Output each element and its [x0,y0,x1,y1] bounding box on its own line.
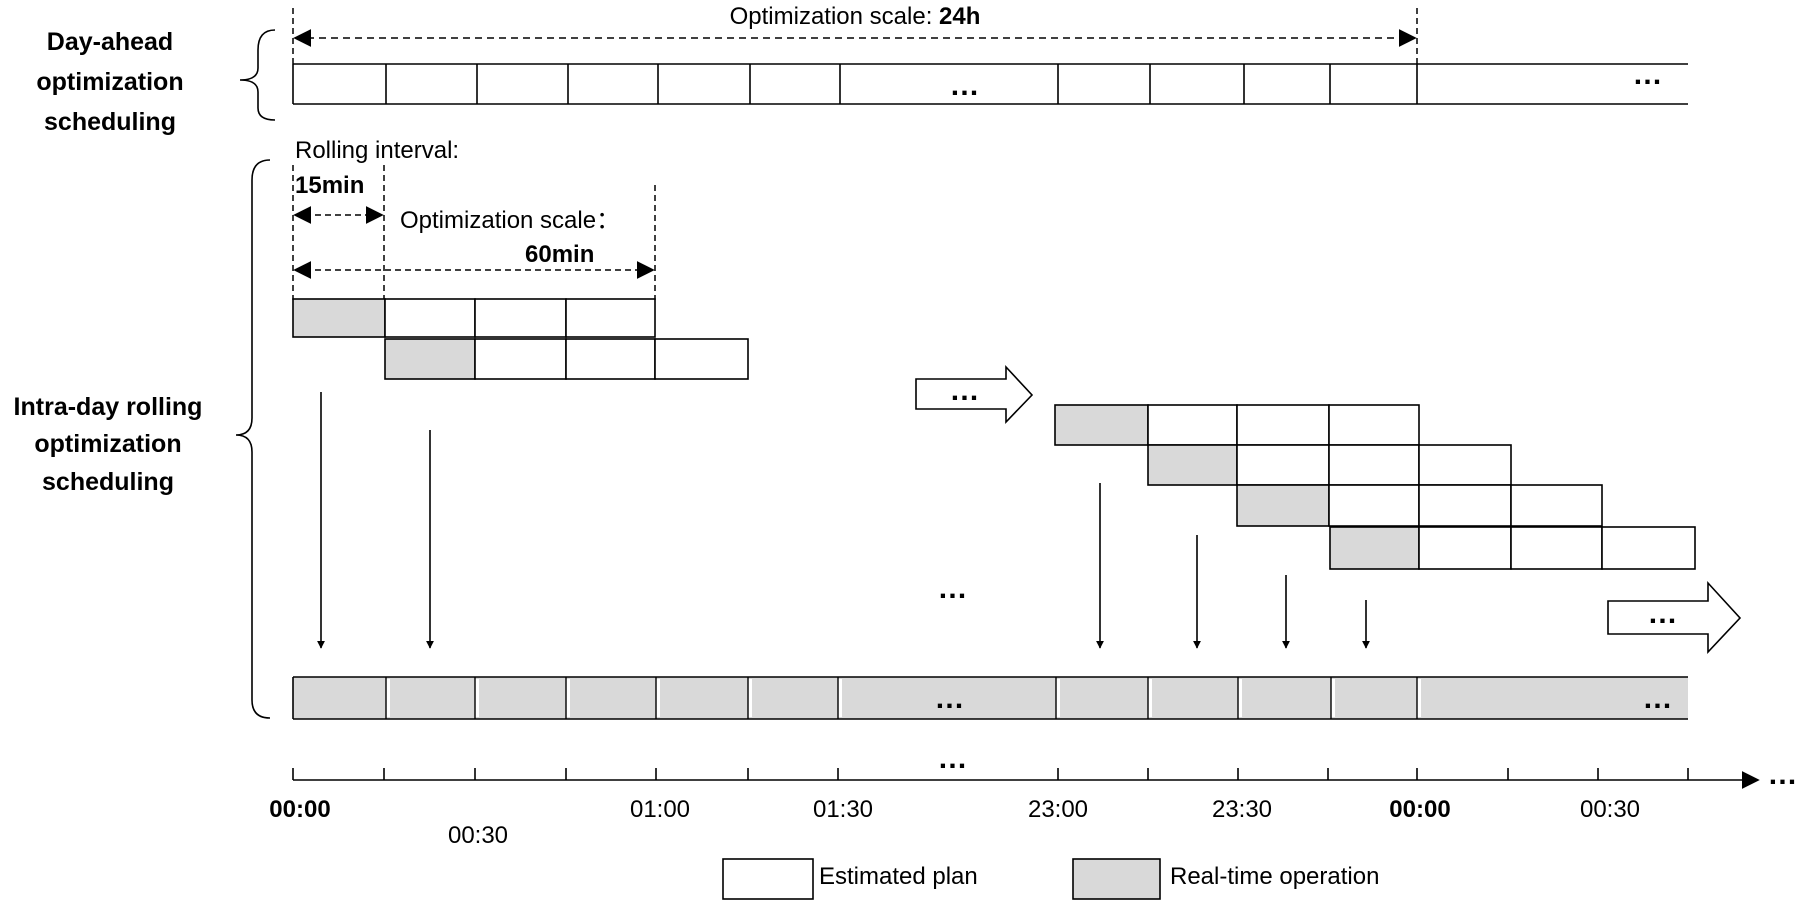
progression-ellipsis-2: … [1648,597,1679,630]
intra-day-label-line-1: Intra-day rolling [14,393,203,421]
legend-label-estimated: Estimated plan [819,863,978,890]
rolling-interval-dimension [292,165,656,300]
middle-ellipsis: … [938,572,969,605]
day-ahead-scale-dimension: Optimization scale: 24h [292,3,1418,64]
day-ahead-ellipsis-end: … [1633,58,1664,91]
intra-scale-label: Optimization scale： [400,207,620,234]
rolling-interval-value: 15min [295,172,364,199]
day-ahead-brace [239,29,276,121]
intra-day-label-line-2: optimization [34,430,181,458]
dispatch-arrows [317,392,1370,649]
time-axis-tick-label: 00:30 [1580,796,1640,823]
real-time-bar: … … [292,676,1688,720]
time-axis-tick-label: 00:30 [448,822,508,849]
progression-arrow-1: … [915,364,1034,424]
legend-swatch-estimated [722,858,814,900]
time-axis-tick-label: 00:00 [269,796,330,823]
rolling-window-6 [1329,526,1696,570]
rolling-window-4 [1147,444,1512,486]
real-time-ellipsis: … [935,682,966,715]
day-ahead-label-line-3: scheduling [44,108,176,136]
time-axis-ellipsis-end: … [1768,758,1799,791]
rolling-window-5 [1236,484,1603,527]
intra-day-label: Intra-day rolling optimization schedulin… [14,393,203,496]
real-time-ellipsis-end: … [1643,682,1674,715]
time-axis-tick-label: 23:00 [1028,796,1088,823]
time-axis-ellipsis: … [938,742,969,775]
legend-swatch-real-time [1072,858,1161,900]
time-axis-tick-label: 01:00 [630,796,690,823]
rolling-window-3 [1054,404,1420,446]
time-axis-tick-label: 01:30 [813,796,873,823]
progression-ellipsis-1: … [950,374,981,407]
time-axis-tick-label: 23:30 [1212,796,1272,823]
day-ahead-label-line-2: optimization [36,68,183,96]
time-axis-tick-label: 00:00 [1389,796,1450,823]
day-ahead-label: Day-ahead optimization scheduling [36,28,183,136]
day-ahead-scale-text: Optimization scale: 24h [730,3,981,30]
day-ahead-ellipsis: … [950,69,981,102]
rolling-interval-label: Rolling interval: [295,137,459,164]
intra-day-label-line-3: scheduling [42,468,174,496]
progression-arrow-2: … [1607,580,1742,655]
intra-scale-value: 60min [525,241,594,268]
rolling-window-2 [384,338,749,380]
day-ahead-bar: … … [292,58,1688,105]
legend: Estimated plan Real-time operation [722,858,1379,900]
time-axis: … … 00:00 00:30 01:00 01:30 23:00 23:30 00:00 0… [269,742,1799,849]
legend-label-real-time: Real-time operation [1170,863,1379,890]
day-ahead-label-line-1: Day-ahead [47,28,173,56]
rolling-window-1 [292,298,656,338]
intra-day-brace [235,159,271,719]
